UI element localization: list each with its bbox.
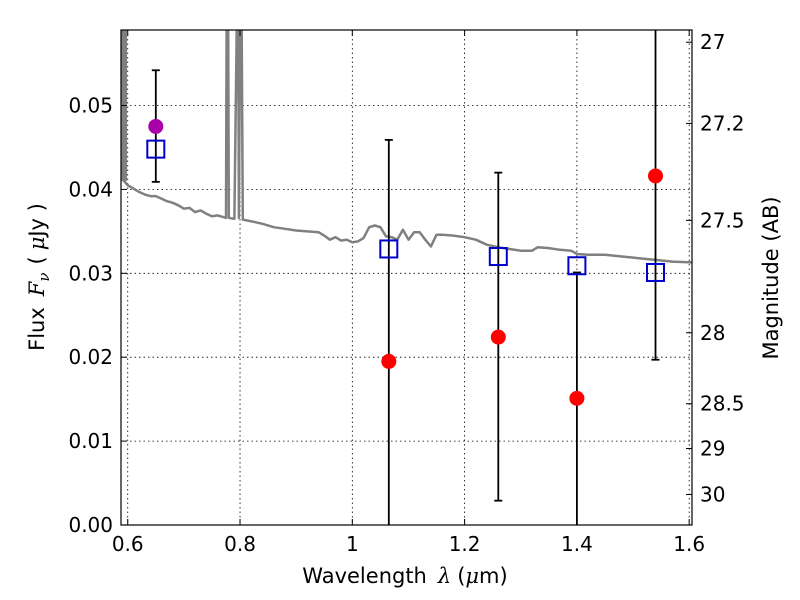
- y2-tick-label: 27.2: [700, 111, 745, 135]
- y2-tick-label: 27.5: [700, 208, 745, 232]
- axes-frame: 0.6 0.8 1 1.2 1.4 1.6 0.00 0.01 0.02 0.03 0.04 0.05…: [68, 29, 745, 556]
- model-photometry-square: [646, 262, 666, 282]
- observed-flux-point: [648, 168, 664, 184]
- y-tick-label: 0.04: [68, 177, 113, 201]
- model-photometry-square: [379, 239, 399, 259]
- y-tick-label: 0.03: [68, 261, 113, 285]
- x-tick-label: 0.8: [224, 532, 256, 556]
- x-tick-label: 1.4: [561, 532, 593, 556]
- observed-flux-point: [381, 353, 397, 369]
- y-tick-label: 0.00: [68, 513, 113, 537]
- y2-axis-label: Magnitude (AB): [759, 196, 783, 359]
- y-tick-label: 0.01: [68, 429, 113, 453]
- model-spectrum-line: [121, 30, 692, 264]
- x-tick-label: 1: [346, 532, 359, 556]
- model-photometry-square: [488, 247, 508, 267]
- plot-clip-group: [121, 30, 692, 264]
- y-tick-label: 0.02: [68, 345, 113, 369]
- y2-tick-label: 27: [700, 30, 725, 54]
- model-photometry-square: [146, 139, 166, 159]
- y2-tick-label: 28: [700, 321, 725, 345]
- y-axis-label: FluxFν(μJy ): [25, 203, 53, 351]
- grid: [121, 30, 692, 526]
- x-axis-label: Wavelength λ (μm): [302, 564, 507, 588]
- x-tick-label: 1.6: [673, 532, 705, 556]
- observed-flux-point: [148, 118, 164, 134]
- model-photometry-square: [567, 256, 587, 276]
- y-tick-label: 0.05: [68, 94, 113, 118]
- x-tick-label: 1.2: [449, 532, 481, 556]
- observed-flux-point: [569, 390, 585, 406]
- x-tick-label: 0.6: [112, 532, 144, 556]
- y2-tick-label: 30: [700, 483, 725, 507]
- plot-area: [121, 30, 692, 525]
- y2-tick-label: 28.5: [700, 392, 745, 416]
- axes-border: [120, 29, 693, 526]
- observed-flux-point: [490, 329, 506, 345]
- y2-tick-label: 29: [700, 436, 725, 460]
